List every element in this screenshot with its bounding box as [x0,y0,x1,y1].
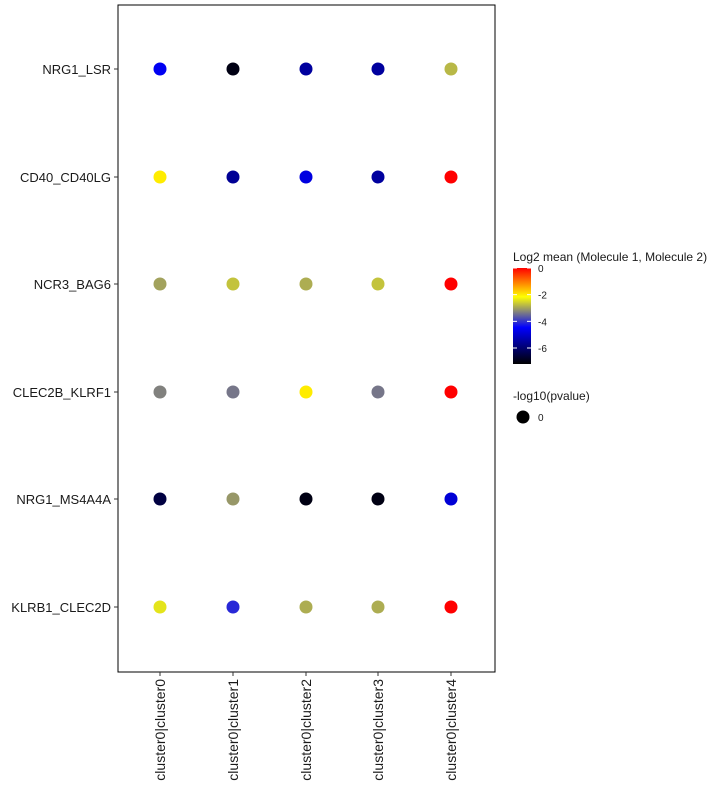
x-axis-labels: cluster0|cluster0 cluster0|cluster1 cluste… [152,679,459,781]
dot [299,492,313,506]
dot [444,492,458,506]
x-tick-label: cluster0|cluster0 [152,679,168,781]
dot [226,600,240,614]
dot [226,385,240,399]
dot [371,170,385,184]
x-tick-label: cluster0|cluster2 [298,679,314,781]
dot [444,600,458,614]
plot-panel [117,4,496,673]
dot [299,385,313,399]
dot [226,170,240,184]
dot [371,62,385,76]
color-bar-tick-label: 0 [538,264,544,275]
dot [226,492,240,506]
dot [371,277,385,291]
y-axis-labels: NRG1_LSR CD40_CD40LG NCR3_BAG6 CLEC2B_KLRF1… [11,62,111,615]
dot [444,170,458,184]
dot [444,277,458,291]
dot [226,277,240,291]
dot [153,492,167,506]
dot [371,492,385,506]
dot [371,385,385,399]
x-tick-label: cluster0|cluster3 [370,679,386,781]
size-legend-label: 0 [538,413,544,424]
y-tick-label: NCR3_BAG6 [34,277,111,292]
dot [371,600,385,614]
dots [153,62,458,614]
y-tick-label: NRG1_MS4A4A [16,492,111,507]
x-tick-label: cluster0|cluster4 [443,679,459,781]
dot [153,600,167,614]
dot [153,277,167,291]
dot [444,385,458,399]
color-bar-ticks: 0 -2 -4 -6 [513,264,547,355]
y-tick-label: NRG1_LSR [42,62,111,77]
color-bar-tick-label: -2 [538,291,547,302]
color-legend-title: Log2 mean (Molecule 1, Molecule 2) [513,250,707,264]
color-bar-tick-label: -4 [538,317,547,328]
dot [226,62,240,76]
dot [153,385,167,399]
size-legend: -log10(pvalue) 0 [513,389,590,424]
y-tick-label: CD40_CD40LG [20,170,111,185]
y-tick-label: CLEC2B_KLRF1 [13,385,111,400]
dot [299,62,313,76]
color-bar [513,268,531,364]
color-legend: Log2 mean (Molecule 1, Molecule 2) 0 -2 -4… [513,250,707,364]
x-tick-label: cluster0|cluster1 [225,679,241,781]
dot [299,170,313,184]
dot [153,170,167,184]
dot [299,277,313,291]
size-legend-title: -log10(pvalue) [513,389,590,403]
dot [444,62,458,76]
axis-ticks [114,68,452,676]
size-legend-dot [516,410,530,424]
y-tick-label: KLRB1_CLEC2D [11,600,111,615]
dot [153,62,167,76]
dot [299,600,313,614]
color-bar-tick-label: -6 [538,344,547,355]
